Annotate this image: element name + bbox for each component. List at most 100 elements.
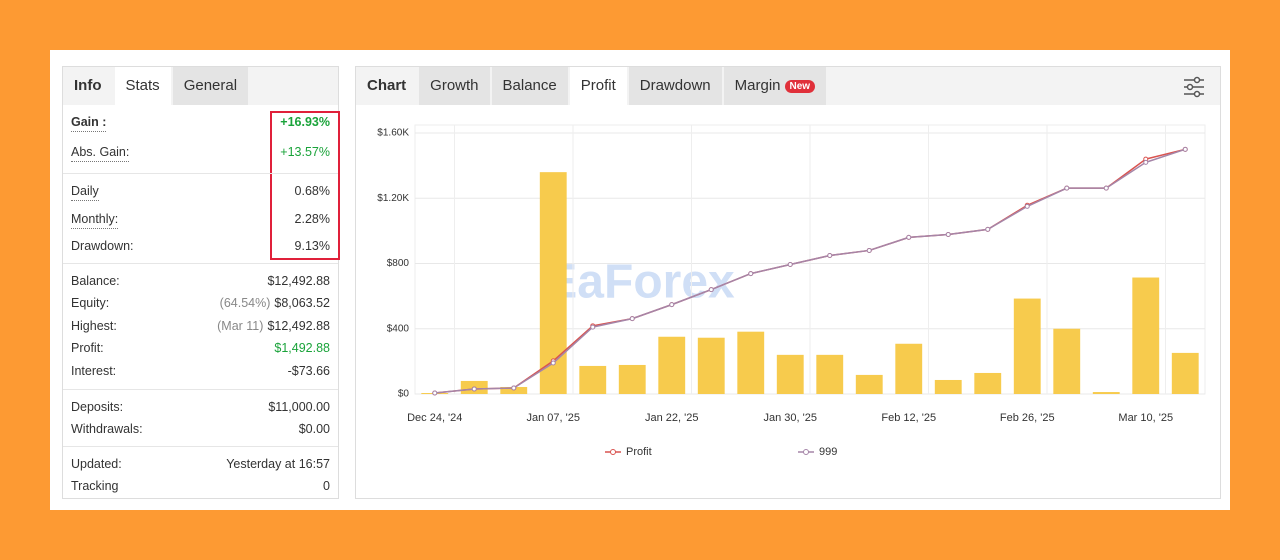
stat-label: Withdrawals: (71, 422, 143, 436)
line (434, 148, 1186, 394)
x-tick-label: Dec 24, '24 (407, 412, 462, 424)
point (669, 302, 675, 308)
x-tick-label: Feb 12, '25 (881, 412, 936, 424)
stat-note: (Mar 11) (217, 319, 264, 333)
point (590, 324, 596, 330)
point (985, 226, 991, 232)
tab[interactable]: Info (63, 67, 113, 105)
stat-row: Deposits: $11,000.00 (71, 398, 330, 416)
stat-value: Yesterday at 16:57 (226, 457, 330, 471)
stat-value: 2.28% (294, 212, 330, 226)
chart-panel: Chart Growth Balance Profit Drawdown Mar… (355, 66, 1221, 499)
separator (63, 173, 338, 174)
stat-row: Interest: -$73.66 (71, 362, 330, 380)
y-tick-label: $0 (398, 389, 410, 400)
stat-value-group: $11,000.00 (268, 398, 330, 416)
point (511, 385, 517, 391)
stat-row: Withdrawals: $0.00 (71, 420, 330, 438)
stat-row: Profit: $1,492.88 (71, 339, 330, 357)
y-tick-label: $1.60K (377, 128, 409, 139)
stat-label: Abs. Gain: (71, 143, 130, 162)
stat-value: $0.00 (298, 422, 330, 436)
tab[interactable]: Profit (569, 67, 627, 105)
point (629, 316, 635, 322)
point (906, 234, 912, 240)
stat-label: Equity: (71, 296, 110, 310)
point (1024, 203, 1030, 209)
point (1143, 159, 1149, 165)
bar (737, 331, 765, 394)
tab[interactable]: Margin New (723, 67, 827, 105)
tab-bar: Chart Growth Balance Profit Drawdown Mar… (356, 67, 1220, 105)
bar (579, 365, 607, 394)
tab[interactable]: Balance (491, 67, 568, 105)
stat-row: Balance: $12,492.88 (71, 272, 330, 290)
stat-label: Profit: (71, 341, 104, 355)
stat-label: Highest: (71, 319, 117, 333)
x-tick-label: Jan 22, '25 (645, 412, 698, 424)
stat-value-group: (64.54%) $8,063.52 (220, 294, 330, 312)
tab[interactable]: General (172, 67, 249, 105)
stat-value-group: 0.68% (295, 182, 330, 200)
stat-row: Monthly: 2.28% (71, 210, 330, 229)
point (866, 247, 872, 253)
stat-row: Updated: Yesterday at 16:57 (71, 455, 330, 473)
point (432, 390, 438, 396)
stat-row: Drawdown: 9.13% (71, 237, 330, 255)
stat-row: Highest: (Mar 11) $12,492.88 (71, 317, 330, 335)
legend-label: Profit (626, 446, 652, 458)
stat-row: Equity: (64.54%) $8,063.52 (71, 294, 330, 312)
stat-value: $8,063.52 (274, 296, 330, 310)
stat-value-group: 9.13% (295, 237, 330, 255)
bar (974, 372, 1002, 394)
tab[interactable]: Stats (114, 67, 171, 105)
stat-label: Deposits: (71, 400, 124, 414)
point (827, 253, 833, 259)
bar (934, 379, 962, 394)
bar (1132, 277, 1160, 394)
bar (816, 354, 844, 394)
stat-value-group: +13.57% (280, 143, 330, 161)
stat-note: (64.54%) (219, 296, 271, 310)
point (471, 386, 477, 392)
stat-value-group: -$73.66 (288, 362, 330, 380)
stat-value: $12,492.88 (267, 319, 330, 333)
point (945, 231, 951, 237)
stat-value: +16.93% (280, 115, 330, 129)
point (787, 261, 793, 267)
point (1182, 146, 1188, 152)
stat-value: $11,000.00 (268, 400, 330, 414)
watermark: EaForex (545, 256, 735, 309)
point (1064, 185, 1070, 191)
stat-row: Gain : +16.93% (71, 113, 330, 132)
stat-label: Balance: (71, 274, 120, 288)
stat-row: Abs. Gain: +13.57% (71, 143, 330, 162)
tab[interactable]: Drawdown (628, 67, 722, 105)
stat-row: Daily 0.68% (71, 182, 330, 201)
bar (1053, 328, 1081, 394)
bar (1171, 352, 1199, 394)
bar (500, 386, 528, 394)
stat-label: Daily (71, 182, 99, 201)
stat-label: Monthly: (71, 210, 119, 229)
stat-value: +13.57% (280, 145, 330, 159)
legend-marker (803, 449, 809, 455)
stat-value: $1,492.88 (274, 341, 330, 355)
stat-value-group: $12,492.88 (267, 272, 330, 290)
bar (895, 343, 923, 394)
highlight-box (270, 111, 340, 260)
point (748, 271, 754, 277)
y-tick-label: $400 (387, 323, 410, 334)
stat-value-group: 2.28% (295, 210, 330, 228)
stat-value: 0 (323, 479, 330, 493)
x-tick-label: Feb 26, '25 (1000, 412, 1055, 424)
tab[interactable]: Chart (356, 67, 418, 105)
stat-value-group: Yesterday at 16:57 (226, 455, 330, 473)
x-tick-label: Jan 30, '25 (764, 412, 817, 424)
stat-label: Updated: (71, 457, 122, 471)
bar (658, 336, 686, 394)
stat-value-group: $1,492.88 (274, 339, 330, 357)
settings-icon[interactable] (1181, 74, 1207, 100)
tab[interactable]: Growth (419, 67, 490, 105)
tab-bar: Info Stats General (63, 67, 338, 105)
